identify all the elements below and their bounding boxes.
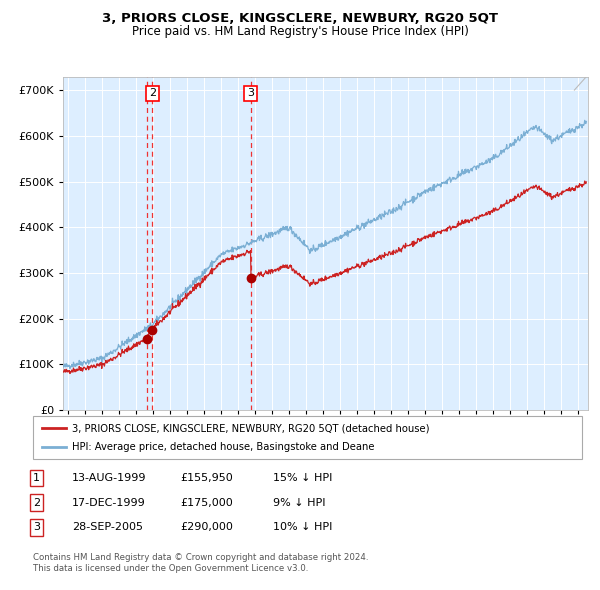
Text: This data is licensed under the Open Government Licence v3.0.: This data is licensed under the Open Gov… — [33, 565, 308, 573]
Text: 3, PRIORS CLOSE, KINGSCLERE, NEWBURY, RG20 5QT: 3, PRIORS CLOSE, KINGSCLERE, NEWBURY, RG… — [102, 12, 498, 25]
Text: 3: 3 — [33, 523, 40, 532]
Text: 10% ↓ HPI: 10% ↓ HPI — [273, 523, 332, 532]
Text: 2: 2 — [33, 498, 40, 507]
Text: 15% ↓ HPI: 15% ↓ HPI — [273, 473, 332, 483]
Text: 3, PRIORS CLOSE, KINGSCLERE, NEWBURY, RG20 5QT (detached house): 3, PRIORS CLOSE, KINGSCLERE, NEWBURY, RG… — [72, 423, 430, 433]
Text: 2: 2 — [149, 88, 156, 99]
Text: £175,000: £175,000 — [180, 498, 233, 507]
Text: 3: 3 — [247, 88, 254, 99]
Text: Price paid vs. HM Land Registry's House Price Index (HPI): Price paid vs. HM Land Registry's House … — [131, 25, 469, 38]
Text: Contains HM Land Registry data © Crown copyright and database right 2024.: Contains HM Land Registry data © Crown c… — [33, 553, 368, 562]
Text: 17-DEC-1999: 17-DEC-1999 — [72, 498, 146, 507]
Text: 1: 1 — [33, 473, 40, 483]
Text: 13-AUG-1999: 13-AUG-1999 — [72, 473, 146, 483]
Text: £290,000: £290,000 — [180, 523, 233, 532]
Text: 28-SEP-2005: 28-SEP-2005 — [72, 523, 143, 532]
Text: HPI: Average price, detached house, Basingstoke and Deane: HPI: Average price, detached house, Basi… — [72, 442, 374, 452]
Text: 9% ↓ HPI: 9% ↓ HPI — [273, 498, 325, 507]
Text: £155,950: £155,950 — [180, 473, 233, 483]
